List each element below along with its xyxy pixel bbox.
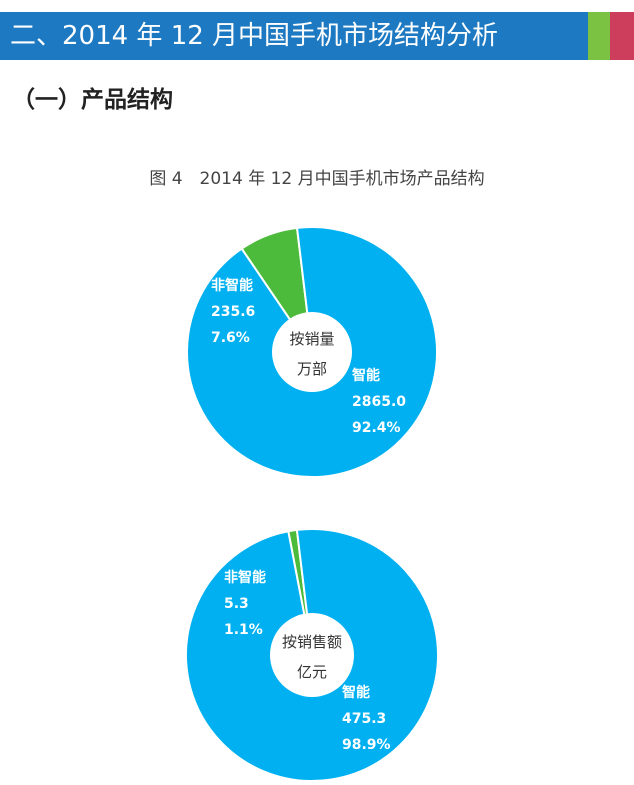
chart1-label-smart: 2865.0	[352, 394, 406, 410]
banner-green-block	[588, 12, 610, 60]
chart2-center-hole	[270, 613, 354, 697]
chart2-label-smart: 智能	[341, 684, 370, 701]
chart1-label-nonsmart: 7.6%	[211, 330, 250, 346]
chart1-label-nonsmart: 非智能	[211, 277, 253, 294]
chart2-label-nonsmart: 5.3	[224, 596, 249, 612]
banner-blue-block	[0, 12, 588, 60]
chart1-center-label: 按销量	[289, 330, 334, 348]
chart1-center-label: 万部	[297, 360, 327, 378]
chart2-label-nonsmart: 非智能	[224, 569, 266, 586]
chart1-label-nonsmart: 235.6	[211, 304, 255, 320]
chart2-label-smart: 475.3	[342, 711, 386, 727]
header-banner: 二、2014 年 12 月中国手机市场结构分析	[0, 0, 634, 60]
banner-red-block	[610, 12, 634, 60]
figure-title: 图 4 2014 年 12 月中国手机市场产品结构	[149, 169, 485, 189]
chart2-center-label: 按销售额	[282, 633, 342, 651]
chart1-center-hole	[272, 312, 352, 392]
chart2-label-nonsmart: 1.1%	[224, 622, 263, 638]
chart2-label-smart: 98.9%	[342, 737, 391, 753]
chart1-label-smart: 92.4%	[352, 420, 401, 436]
section-heading: （一）产品结构	[12, 87, 173, 113]
chart2-center-label: 亿元	[297, 663, 327, 681]
page-title: 二、2014 年 12 月中国手机市场结构分析	[10, 21, 499, 51]
chart1-label-smart: 智能	[351, 367, 380, 384]
